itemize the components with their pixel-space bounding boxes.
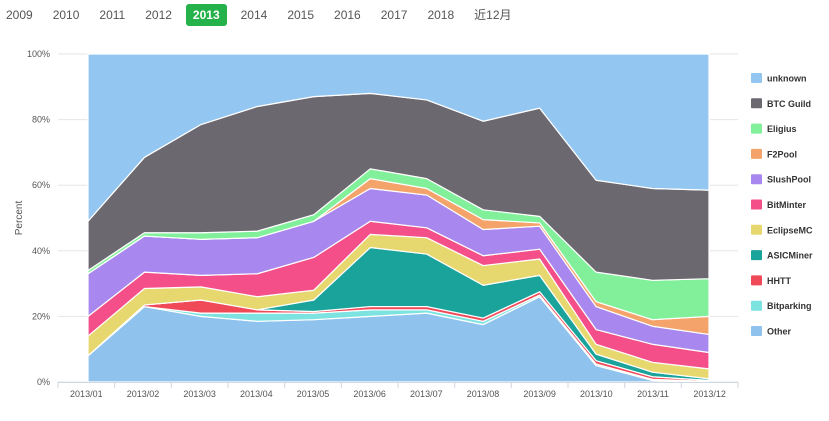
legend-item-f2pool[interactable]: F2Pool	[751, 148, 797, 160]
x-tick-label: 2013/08	[467, 389, 500, 399]
y-tick-label: 0%	[37, 377, 50, 387]
year-tab-2018[interactable]: 2018	[427, 8, 455, 22]
legend-item-other[interactable]: Other	[751, 326, 792, 337]
legend-item-bitparking[interactable]: Bitparking	[751, 300, 812, 312]
legend-label: ASICMiner	[767, 251, 813, 261]
legend-swatch	[751, 73, 762, 83]
legend-label: F2Pool	[767, 149, 797, 159]
y-tick-label: 20%	[32, 311, 50, 321]
y-axis-ticks: 0% 20% 40% 60% 80% 100%	[27, 49, 50, 387]
legend-label: BitMinter	[767, 200, 806, 210]
legend-swatch	[751, 123, 762, 134]
year-tab-2016[interactable]: 2016	[334, 8, 361, 22]
legend-swatch	[751, 300, 762, 311]
legend-label: Eligius	[767, 124, 797, 134]
legend-item-btc-guild[interactable]: BTC Guild	[751, 98, 811, 109]
area-unknown	[87, 53, 710, 222]
x-tick-label: 2013/05	[297, 389, 330, 399]
year-tab-last-12-months[interactable]: 近12月	[474, 8, 512, 22]
legend-item-unknown[interactable]: unknown	[751, 73, 807, 84]
legend-swatch	[751, 224, 762, 235]
legend-label: Other	[767, 327, 792, 337]
y-tick-label: 40%	[32, 246, 50, 256]
legend-label: EclipseMC	[767, 225, 813, 235]
legend-swatch	[751, 148, 762, 159]
year-tabs: 2009 2010 2011 2012 2013 2014 2015 2016 2017 2018…	[0, 4, 526, 26]
x-axis-ticks: 2013/01 2013/02 2013/03 2013/04 2013/05 2013/…	[57, 382, 739, 399]
x-tick-label: 2013/02	[127, 389, 160, 399]
legend-item-asicminer[interactable]: ASICMiner	[751, 250, 813, 261]
legend-swatch	[751, 250, 762, 261]
y-axis-title: Percent	[14, 201, 25, 236]
legend-item-slushpool[interactable]: SlushPool	[751, 174, 811, 185]
legend-swatch	[751, 199, 762, 210]
legend-label: SlushPool	[767, 175, 811, 185]
year-tab-2014[interactable]: 2014	[240, 8, 268, 22]
x-tick-label: 2013/01	[70, 389, 103, 399]
legend-swatch	[751, 326, 762, 336]
legend-swatch	[751, 174, 762, 185]
x-tick-label: 2013/07	[410, 389, 443, 399]
y-tick-label: 80%	[32, 115, 50, 125]
year-tab-2013[interactable]: 2013	[185, 4, 227, 26]
year-tab-2012[interactable]: 2012	[145, 8, 172, 22]
legend-label: unknown	[767, 74, 807, 84]
year-tab-2017[interactable]: 2017	[380, 8, 408, 22]
year-tab-2009[interactable]: 2009	[6, 8, 33, 22]
x-tick-label: 2013/11	[637, 389, 669, 399]
x-tick-label: 2013/06	[353, 389, 386, 399]
y-tick-label: 60%	[32, 180, 50, 190]
legend-item-eligius[interactable]: Eligius	[751, 123, 797, 135]
legend-swatch	[751, 275, 762, 286]
legend-label: HHTT	[767, 276, 791, 286]
year-tab-2010[interactable]: 2010	[52, 8, 80, 22]
year-tab-2015[interactable]: 2015	[287, 8, 315, 22]
legend-label: Bitparking	[767, 301, 812, 311]
legend-item-hhtt[interactable]: HHTT	[751, 275, 791, 286]
x-tick-label: 2013/04	[240, 389, 273, 399]
legend-label: BTC Guild	[767, 99, 811, 109]
areas	[87, 53, 710, 383]
legend-item-eclipsemc[interactable]: EclipseMC	[751, 224, 813, 236]
legend-swatch	[751, 98, 762, 109]
x-tick-label: 2013/03	[183, 389, 216, 399]
year-tab-2011[interactable]: 2011	[99, 8, 126, 22]
legend-item-bitminter[interactable]: BitMinter	[751, 199, 806, 211]
legend: unknown BTC Guild Eligius F2Pool SlushPool Bi…	[751, 73, 813, 337]
x-tick-label: 2013/10	[580, 389, 613, 399]
x-tick-label: 2013/12	[693, 389, 726, 399]
y-tick-label: 100%	[27, 49, 50, 59]
x-tick-label: 2013/09	[523, 389, 556, 399]
